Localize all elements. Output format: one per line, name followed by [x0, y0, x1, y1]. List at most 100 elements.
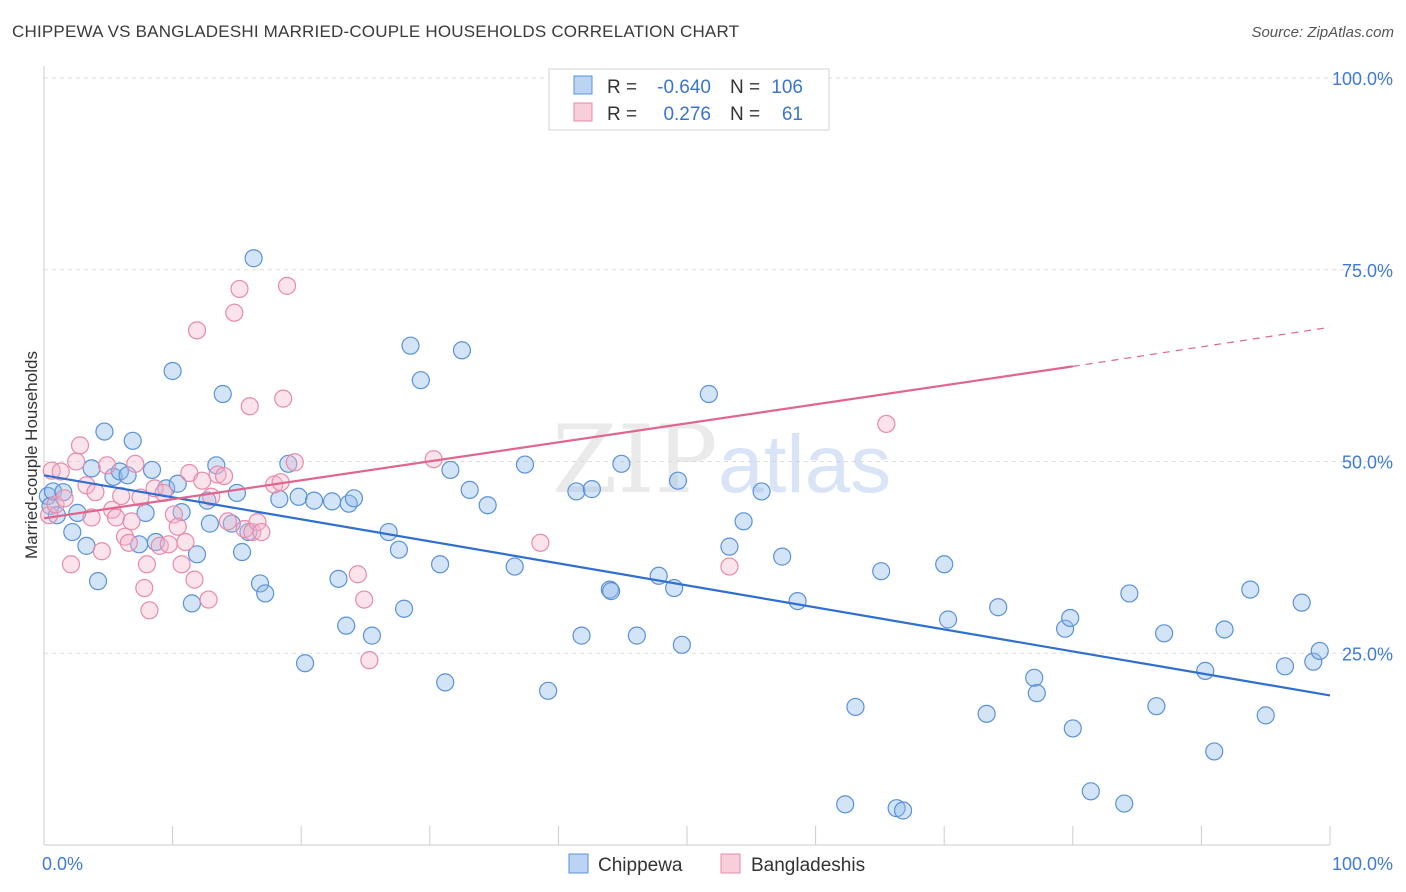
bangladeshis-point-38: [208, 465, 227, 484]
chippewa-point-65: [602, 582, 621, 601]
chippewa-point-78: [836, 795, 855, 814]
chippewa-point-80: [872, 562, 891, 581]
bangladeshis-point-19: [126, 454, 145, 473]
chippewa-point-34: [250, 574, 270, 593]
chippewa-point-61: [567, 482, 586, 501]
bangladeshis-point-41: [225, 303, 244, 322]
chippewa-point-43: [337, 616, 356, 635]
series-legend: Chippewa Bangladeshis: [568, 853, 865, 876]
bangladeshis-point-21: [135, 578, 154, 598]
bangladeshis-point-29: [168, 517, 187, 536]
chippewa-point-92: [1081, 782, 1100, 801]
chippewa-point-105: [1310, 641, 1329, 661]
legend-r-label-2: R =: [607, 104, 637, 125]
chippewa-point-95: [1147, 697, 1166, 716]
chippewa-point-39: [295, 654, 315, 673]
bangladeshis-point-53: [348, 565, 367, 584]
bangladeshis-point-46: [248, 512, 267, 532]
chippewa-point-72: [699, 384, 718, 404]
watermark-zip: ZIP: [552, 406, 718, 515]
bottom-legend-swatch-bangladeshis: [720, 853, 741, 874]
bangladeshis-point-4: [55, 489, 74, 508]
chippewa-point-89: [1055, 619, 1075, 638]
bangladeshis-point-54: [355, 590, 374, 609]
watermark: ZIP atlas: [552, 406, 891, 515]
chippewa-point-86: [989, 598, 1008, 617]
bangladeshis-point-12: [97, 456, 117, 475]
chippewa-point-37: [279, 454, 298, 473]
chippewa-point-82: [893, 801, 913, 820]
chippewa-point-100: [1241, 580, 1260, 599]
chippewa-point-57: [478, 496, 497, 515]
stats-legend-box: [548, 68, 830, 131]
chippewa-point-102: [1275, 657, 1295, 676]
legend-r-value-2: 0.276: [663, 104, 711, 125]
bangladeshis-point-33: [185, 570, 204, 589]
chippewa-point-62: [572, 626, 591, 645]
source-label: Source: ZipAtlas.com: [1251, 24, 1394, 41]
chippewa-point-26: [200, 514, 219, 533]
y-tick-label-1: 50.0%: [1342, 453, 1393, 473]
chippewa-point-77: [788, 591, 807, 611]
legend-swatch-bangladeshis: [573, 102, 593, 122]
bangladeshis-point-51: [277, 276, 297, 295]
bangladeshis-point-55: [360, 651, 379, 670]
bangladeshis-point-14: [106, 508, 126, 527]
chippewa-point-45: [344, 489, 364, 508]
bangladeshis-point-50: [274, 389, 293, 408]
bangladeshis-point-40: [218, 512, 237, 531]
chippewa-point-103: [1292, 593, 1311, 612]
chippewa-point-41: [322, 492, 342, 511]
chippewa-point-63: [582, 480, 601, 499]
bottom-legend-bangladeshis: Bangladeshis: [751, 855, 865, 876]
bangladeshis-point-22: [137, 555, 156, 574]
bangladeshis-point-57: [531, 533, 550, 552]
chippewa-point-58: [505, 557, 524, 576]
chippewa-point-93: [1115, 794, 1134, 813]
bangladeshis-point-39: [214, 466, 234, 486]
bangladeshis-trend-line: [43, 365, 1073, 520]
bangladeshis-point-35: [193, 471, 212, 490]
bottom-legend-chippewa: Chippewa: [598, 855, 683, 876]
chippewa-point-35: [256, 584, 275, 603]
chippewa-point-104: [1304, 652, 1323, 671]
chippewa-point-76: [773, 547, 792, 566]
chippewa-point-46: [362, 626, 382, 645]
bangladeshis-point-5: [61, 555, 81, 574]
chippewa-point-20: [163, 361, 182, 381]
bangladeshis-point-59: [877, 414, 896, 434]
chippewa-point-48: [389, 540, 409, 559]
legend-n-label-2: N =: [730, 104, 760, 125]
chippewa-point-51: [411, 371, 430, 390]
chippewa-point-21: [168, 474, 187, 493]
chippewa-trend-line: [43, 474, 1331, 697]
chippewa-point-53: [436, 673, 455, 692]
chippewa-point-40: [304, 491, 324, 510]
legend-r-label-1: R =: [607, 77, 637, 98]
chippewa-point-98: [1205, 742, 1224, 761]
chippewa-point-96: [1155, 624, 1174, 643]
chippewa-point-54: [441, 460, 460, 480]
chippewa-point-28: [213, 384, 232, 404]
chippewa-point-73: [720, 537, 739, 556]
chippewa-point-71: [672, 635, 691, 654]
chippewa-point-23: [182, 594, 201, 613]
bangladeshis-point-36: [199, 590, 218, 609]
chippewa-point-67: [627, 626, 646, 645]
bottom-legend-swatch-chippewa: [568, 853, 589, 874]
legend-n-value-2: 61: [782, 104, 803, 125]
bangladeshis-point-9: [82, 508, 101, 527]
tick-labels: 25.0% 50.0% 75.0% 100.0% 0.0% 100.0%: [42, 69, 1393, 874]
bangladeshis-point-31: [176, 532, 195, 552]
chippewa-point-83: [935, 555, 954, 574]
legend-swatch-chippewa: [573, 75, 593, 95]
chippewa-point-66: [612, 454, 631, 473]
bangladeshis-point-30: [172, 555, 191, 574]
chippewa-point-30: [227, 483, 246, 503]
chart-title: CHIPPEWA VS BANGLADESHI MARRIED-COUPLE H…: [12, 22, 740, 41]
chippewa-point-17: [142, 460, 162, 480]
chippewa-point-90: [1061, 608, 1080, 628]
bangladeshis-trend-extension: [1072, 326, 1331, 367]
bangladeshis-point-11: [92, 542, 111, 561]
